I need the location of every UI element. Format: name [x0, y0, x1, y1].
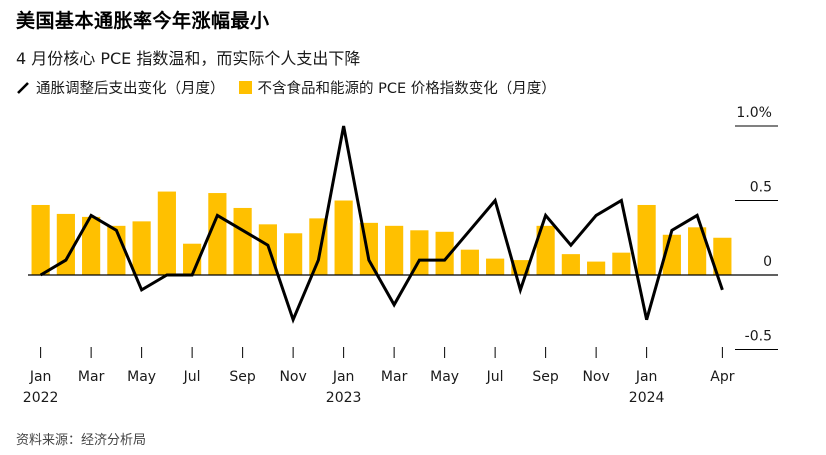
x-tick-year-label: 2024: [629, 390, 665, 406]
y-tick-label: 1.0%: [736, 105, 772, 121]
x-tick-year-label: 2022: [23, 390, 59, 406]
bar: [612, 252, 631, 275]
bar: [31, 204, 50, 275]
x-tick-label: May: [430, 369, 459, 385]
x-tick-label: Jan: [332, 369, 355, 385]
line-swatch-icon: [17, 81, 29, 94]
line-series: [39, 125, 724, 324]
x-tick-year-label: 2023: [326, 390, 362, 406]
bar: [132, 221, 151, 275]
bar-series: [31, 191, 732, 275]
x-tick-label: Jul: [183, 369, 201, 385]
y-tick-label: 0.5: [750, 180, 772, 196]
bar: [536, 225, 555, 275]
bar: [385, 225, 404, 275]
legend-item-pce: 不含食品和能源的 PCE 价格指数变化（月度）: [238, 77, 556, 98]
chart-title: 美国基本通胀率今年涨幅最小: [16, 10, 270, 32]
legend-item-spending: 通胀调整后支出变化（月度）: [16, 77, 225, 98]
legend-label-pce: 不含食品和能源的 PCE 价格指数变化（月度）: [257, 81, 556, 97]
x-tick-label: Nov: [582, 369, 609, 385]
axes: [28, 125, 778, 350]
bar: [208, 193, 227, 275]
bar: [637, 204, 656, 275]
x-tick-label: May: [127, 369, 156, 385]
bar: [587, 261, 606, 275]
x-tick-label: Sep: [532, 369, 559, 385]
y-axis: 1.0% 0.5 0 -0.5: [736, 105, 772, 345]
bar: [233, 207, 252, 275]
bar: [284, 233, 303, 275]
bar: [435, 231, 454, 275]
x-tick-label: Nov: [279, 369, 306, 385]
x-tick-label: Apr: [710, 369, 734, 385]
legend-label-spending: 通胀调整后支出变化（月度）: [36, 81, 225, 97]
bar: [82, 216, 101, 275]
x-tick-label: Sep: [229, 369, 256, 385]
bar: [334, 200, 353, 275]
x-tick-label: Jan: [29, 369, 52, 385]
x-tick-label: Mar: [78, 369, 105, 385]
bar: [713, 237, 732, 275]
bar: [486, 258, 505, 275]
bar: [688, 227, 707, 275]
y-tick-label: 0: [763, 254, 772, 270]
bar: [410, 230, 429, 275]
legend: 通胀调整后支出变化（月度） 不含食品和能源的 PCE 价格指数变化（月度）: [16, 77, 570, 98]
x-tick-label: Jan: [635, 369, 658, 385]
spending-line: [39, 125, 724, 324]
chart-subtitle: 4 月份核心 PCE 指数温和，而实际个人支出下降: [16, 49, 361, 68]
x-tick-label: Mar: [381, 369, 408, 385]
bar: [157, 191, 176, 275]
x-axis: Jan 2022 Mar May Jul Sep Nov Jan 2023 Mar May Jul Se…: [23, 347, 735, 406]
bar: [561, 254, 580, 275]
x-tick-label: Jul: [486, 369, 504, 385]
source-note: 资料来源：经济分析局: [16, 433, 147, 448]
bar: [460, 249, 479, 275]
bar: [56, 213, 75, 275]
bar-swatch-icon: [238, 81, 252, 94]
y-tick-label: -0.5: [745, 329, 772, 345]
